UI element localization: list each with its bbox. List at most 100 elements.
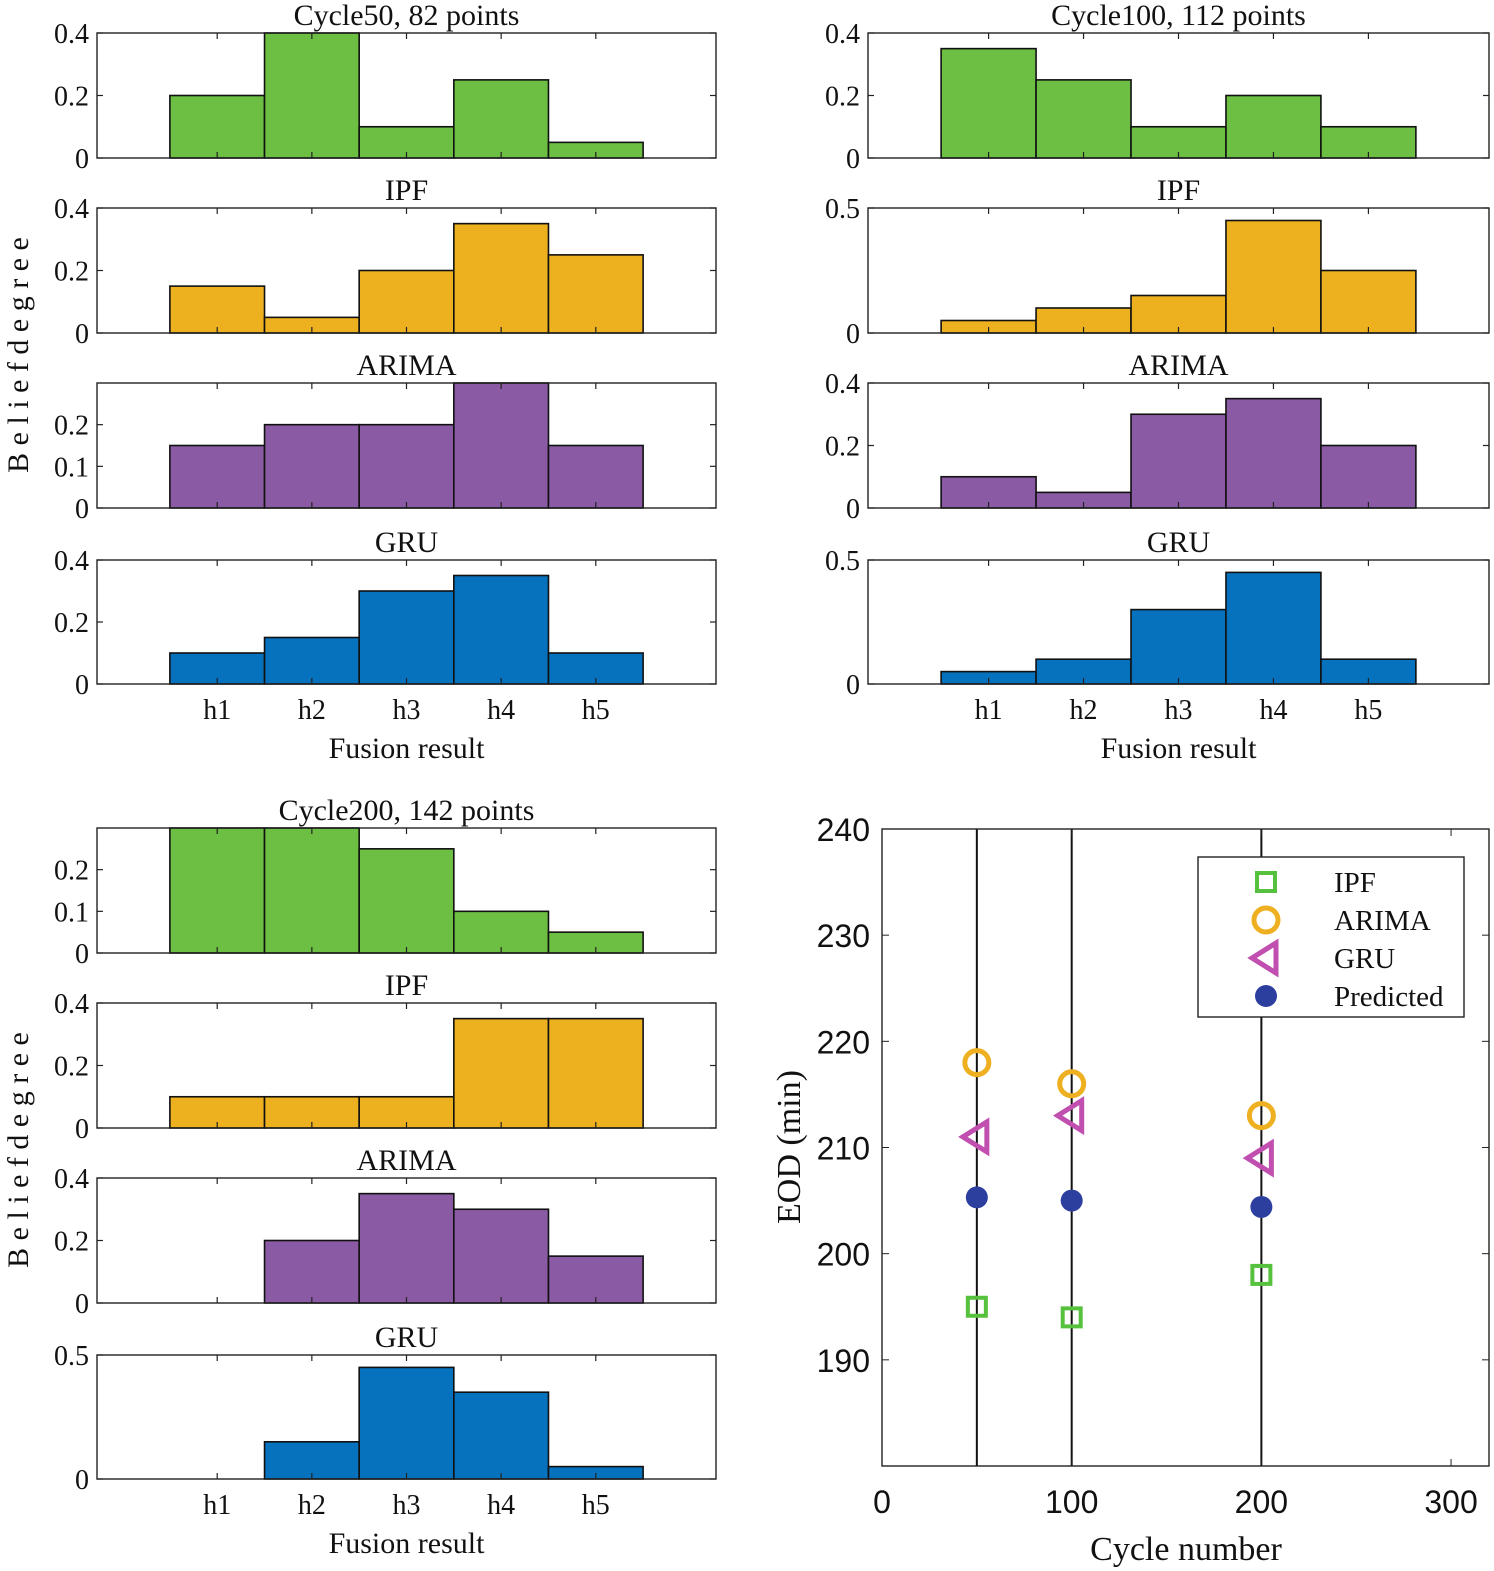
subplot-title: IPF — [385, 174, 428, 207]
x-axis-label: Fusion result — [329, 732, 486, 765]
point-gru — [1242, 1138, 1274, 1178]
bar-chart-group-2 — [867, 32, 1490, 685]
bar-h3 — [358, 590, 455, 685]
x-tick-label: h3 — [1165, 695, 1193, 726]
y-tick-label: 0.1 — [54, 897, 89, 928]
bar-h3 — [358, 1366, 455, 1480]
bar-h4 — [1225, 571, 1322, 685]
y-tick-label: 210 — [817, 1131, 870, 1167]
bar-h3 — [358, 269, 455, 334]
point-ipf — [965, 1295, 988, 1318]
point-arima — [962, 1048, 992, 1078]
y-tick-label: 0.2 — [54, 1052, 89, 1083]
bar-h1 — [169, 444, 266, 509]
bar-h3 — [1130, 413, 1227, 509]
y-axis-label: EOD (min) — [771, 1070, 808, 1224]
bar-h1 — [940, 47, 1037, 159]
legend-marker-ipf — [1255, 871, 1277, 893]
x-tick-label: h1 — [975, 695, 1003, 726]
bar-h4 — [453, 1391, 550, 1480]
bar-h4 — [453, 222, 550, 334]
scatter-chart — [881, 828, 1490, 1467]
y-tick-label: 0.5 — [825, 194, 860, 225]
bar-chart-group-3 — [96, 827, 717, 1480]
x-tick-label: h2 — [298, 695, 326, 726]
y-tick-label: 200 — [817, 1237, 870, 1273]
y-tick-label: 0.4 — [54, 194, 89, 225]
subplot-title: ARIMA — [356, 1144, 456, 1177]
x-tick-label: h2 — [1070, 695, 1098, 726]
x-tick-label: h5 — [582, 1490, 610, 1521]
y-tick-label: 0 — [846, 494, 860, 525]
bar-h4 — [453, 574, 550, 685]
legend-marker-predicted — [1255, 985, 1277, 1007]
y-tick-label: 0 — [75, 939, 89, 970]
x-tick-label: h5 — [582, 695, 610, 726]
legend: IPF ARIMA GRU Predicted — [1197, 856, 1465, 1018]
x-tick-label: h2 — [298, 1490, 326, 1521]
bar-h3 — [358, 848, 455, 954]
y-tick-label: 0.2 — [54, 82, 89, 113]
y-axis-label: B e l i e f d e g r e e — [2, 237, 35, 473]
y-tick-label: 240 — [817, 812, 870, 848]
bar-h5 — [547, 444, 644, 509]
point-predicted — [1060, 1189, 1083, 1212]
y-tick-label: 0.4 — [54, 989, 89, 1020]
x-tick-label: h4 — [1259, 695, 1287, 726]
y-tick-label: 0.4 — [54, 19, 89, 50]
y-tick-label: 0.2 — [54, 1227, 89, 1258]
bar-chart-group-1 — [96, 32, 717, 685]
point-predicted — [1250, 1195, 1273, 1218]
subplot-title: ARIMA — [1128, 349, 1228, 382]
y-tick-label: 0 — [75, 319, 89, 350]
point-arima — [1246, 1101, 1276, 1131]
x-tick-label: 300 — [1424, 1484, 1477, 1520]
legend-box — [1197, 856, 1465, 1018]
x-tick-label: h3 — [393, 695, 421, 726]
bar-h4 — [453, 79, 550, 159]
y-tick-label: 0.4 — [825, 369, 860, 400]
subplot-title: GRU — [375, 1321, 439, 1354]
x-tick-label: 100 — [1045, 1484, 1098, 1520]
y-tick-label: 0.5 — [54, 1341, 89, 1372]
bar-h2 — [263, 827, 360, 954]
y-tick-label: 0.2 — [54, 257, 89, 288]
y-tick-label: 0.2 — [825, 432, 860, 463]
x-tick-label: h5 — [1354, 695, 1382, 726]
x-tick-label: h4 — [487, 1490, 515, 1521]
point-gru — [1052, 1096, 1085, 1136]
y-tick-label: 0.4 — [54, 1164, 89, 1195]
y-tick-label: 0.2 — [54, 411, 89, 442]
bar-h2 — [1035, 79, 1132, 159]
y-tick-label: 0 — [75, 1465, 89, 1496]
y-tick-label: 0.1 — [54, 452, 89, 483]
legend-marker-gru — [1247, 938, 1279, 978]
bar-h4 — [1225, 219, 1322, 334]
bar-h5 — [547, 652, 644, 685]
x-axis-label: Cycle number — [1090, 1531, 1282, 1568]
bar-h2 — [263, 423, 360, 509]
x-tick-label: 200 — [1235, 1484, 1288, 1520]
x-tick-label: 0 — [873, 1484, 891, 1520]
legend-label: IPF — [1334, 867, 1376, 899]
bar-h1 — [169, 827, 266, 954]
bar-h3 — [1130, 608, 1227, 685]
y-tick-label: 0 — [846, 319, 860, 350]
y-axis-label: B e l i e f d e g r e e — [2, 1032, 35, 1268]
point-ipf — [1250, 1263, 1273, 1286]
bar-h4 — [453, 1017, 550, 1129]
subplot-title: Cycle50, 82 points — [294, 0, 520, 32]
y-tick-label: 0 — [75, 1289, 89, 1320]
point-ipf — [1060, 1306, 1083, 1329]
y-tick-label: 0.2 — [825, 82, 860, 113]
x-axis-label: Fusion result — [329, 1527, 486, 1560]
point-predicted — [965, 1186, 988, 1209]
y-tick-label: 0.5 — [825, 546, 860, 577]
subplot-title: Cycle100, 112 points — [1051, 0, 1306, 32]
bar-h4 — [453, 382, 550, 509]
y-tick-label: 0.2 — [54, 856, 89, 887]
y-tick-label: 0.4 — [54, 546, 89, 577]
subplot-title: Cycle200, 142 points — [279, 794, 535, 827]
